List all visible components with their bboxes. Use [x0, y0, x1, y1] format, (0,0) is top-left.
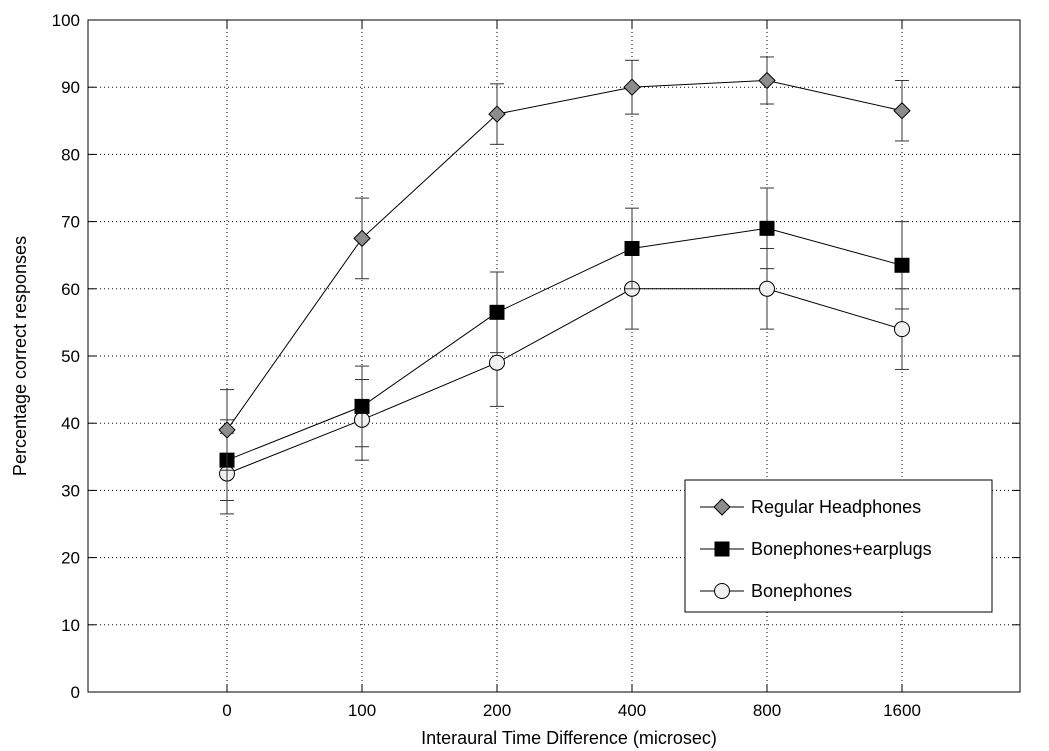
data-point [355, 399, 369, 413]
y-tick-label: 10 [61, 616, 80, 635]
legend-marker [715, 584, 730, 599]
x-tick-label: 200 [483, 701, 511, 720]
data-point [760, 221, 774, 235]
y-tick-label: 0 [71, 683, 80, 702]
data-point [490, 305, 504, 319]
y-tick-label: 100 [52, 11, 80, 30]
data-point [490, 355, 505, 370]
x-axis-title: Interaural Time Difference (microsec) [421, 728, 717, 748]
x-tick-label: 1600 [883, 701, 921, 720]
data-point [895, 322, 910, 337]
data-point [895, 258, 909, 272]
x-tick-label: 0 [222, 701, 231, 720]
x-tick-label: 100 [348, 701, 376, 720]
data-point [760, 281, 775, 296]
legend-marker [715, 542, 729, 556]
legend-label: Bonephones+earplugs [751, 539, 932, 559]
y-tick-label: 50 [61, 347, 80, 366]
x-tick-label: 400 [618, 701, 646, 720]
x-tick-label: 800 [753, 701, 781, 720]
y-tick-label: 70 [61, 213, 80, 232]
y-tick-label: 40 [61, 414, 80, 433]
y-tick-label: 80 [61, 145, 80, 164]
legend-label: Bonephones [751, 581, 852, 601]
y-tick-label: 60 [61, 280, 80, 299]
data-point [625, 241, 639, 255]
y-tick-label: 90 [61, 78, 80, 97]
legend: Regular Headphones Bonephones+earplugs Bon… [685, 480, 992, 612]
y-tick-label: 20 [61, 549, 80, 568]
y-tick-label: 30 [61, 481, 80, 500]
y-axis-title: Percentage correct responses [10, 236, 30, 476]
legend-label: Regular Headphones [751, 497, 921, 517]
